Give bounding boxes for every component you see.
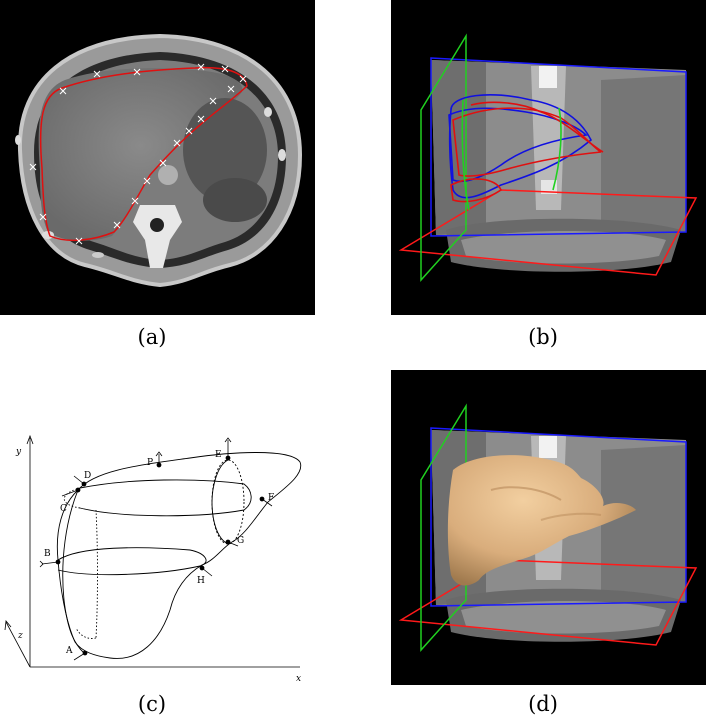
ct-slice-panel bbox=[0, 0, 315, 315]
liver-contour-lines bbox=[448, 94, 604, 211]
point-label-H: H bbox=[197, 576, 205, 586]
surface-reconstruction-panel bbox=[391, 370, 706, 685]
shape-schematic-panel: y x z bbox=[0, 370, 315, 685]
point-label-F: F bbox=[268, 493, 274, 503]
contour-markers bbox=[29, 63, 247, 245]
shape-schematic-diagram: y x z bbox=[0, 370, 315, 685]
ct-slice-image bbox=[0, 0, 315, 315]
x-axis-label: x bbox=[296, 674, 301, 684]
point-label-E: E bbox=[215, 450, 222, 460]
caption-d: (d) bbox=[528, 692, 558, 716]
caption-b: (b) bbox=[528, 325, 558, 349]
point-label-D: D bbox=[84, 471, 91, 481]
volume-contours-panel bbox=[391, 0, 706, 315]
point-label-G: G bbox=[237, 536, 244, 546]
surface-reconstruction-image bbox=[391, 370, 706, 685]
caption-a: (a) bbox=[137, 325, 167, 349]
liver-outline bbox=[56, 452, 302, 659]
landmark-points bbox=[39, 437, 273, 661]
point-label-P: P bbox=[147, 458, 153, 468]
point-label-C: C bbox=[60, 504, 67, 514]
z-axis-label: z bbox=[17, 631, 23, 641]
point-label-B: B bbox=[44, 549, 51, 559]
point-label-A: A bbox=[65, 646, 73, 656]
coordinate-axes bbox=[4, 434, 300, 668]
volume-contours-image bbox=[391, 0, 706, 315]
y-axis-label: y bbox=[15, 447, 22, 457]
caption-c: (c) bbox=[137, 692, 167, 716]
